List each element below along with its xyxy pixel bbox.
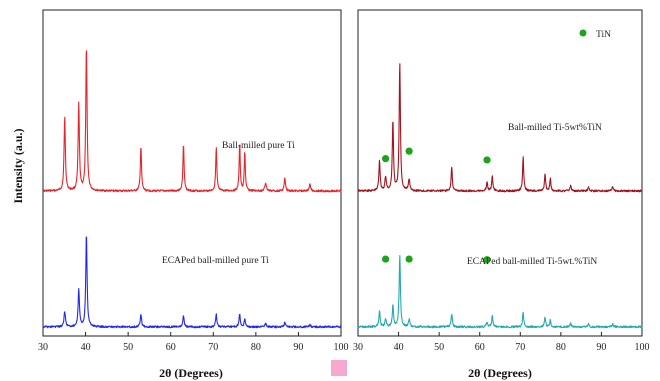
right-annotation-top: Ball-milled Ti-5wt%TiN [508, 123, 602, 133]
x-tick-label: 50 [434, 342, 444, 353]
tin-peak-marker [381, 255, 390, 263]
left-panel: 30 40 50 60 70 80 90 100 Ball-milled pure Ti EC… [38, 9, 349, 380]
x-tick-label: 40 [81, 342, 91, 353]
series-line-left-1 [42, 236, 342, 329]
tin-peak-marker [405, 255, 413, 263]
x-tick-label: 70 [208, 342, 218, 353]
y-axis-title: Intensity (a.u.) [11, 128, 25, 203]
x-tick-label: 30 [353, 342, 363, 353]
right-x-ticks: 30 40 50 60 70 80 90 100 [353, 332, 650, 353]
tin-peak-marker [405, 147, 413, 155]
series-line-right-0 [357, 63, 643, 193]
x-tick-label: 40 [394, 342, 404, 353]
series-line-left-0 [42, 50, 342, 193]
right-panel: 30 40 50 60 70 80 90 100 TiN Ball-milled Ti-5wt… [353, 9, 650, 380]
right-tin-markers [381, 147, 491, 264]
right-series-group [357, 63, 643, 329]
legend-tin-marker [579, 29, 587, 37]
tin-peak-marker [483, 156, 491, 164]
right-plot-frame [357, 9, 643, 337]
legend-tin-label: TiN [596, 30, 611, 40]
x-tick-label: 100 [334, 342, 349, 353]
left-plot-frame [42, 9, 342, 337]
tin-peak-marker [483, 256, 491, 264]
x-tick-label: 60 [475, 342, 485, 353]
x-tick-label: 100 [635, 342, 650, 353]
left-x-ticks: 30 40 50 60 70 80 90 100 [38, 332, 349, 353]
x-tick-label: 90 [596, 342, 606, 353]
series-line-right-1 [357, 254, 643, 329]
right-annotation-bottom: ECAPed ball-milled Ti-5wt.%TiN [467, 257, 597, 267]
left-annotation-bottom: ECAPed ball-milled pure Ti [162, 256, 269, 266]
tin-peak-marker [381, 155, 390, 163]
left-x-axis-title: 2θ (Degrees) [159, 366, 223, 380]
pink-marker [331, 360, 347, 376]
left-annotation-top: Ball-milled pure Ti [222, 141, 295, 151]
x-tick-label: 60 [166, 342, 176, 353]
x-tick-label: 70 [515, 342, 525, 353]
x-tick-label: 80 [251, 342, 261, 353]
x-tick-label: 30 [38, 342, 48, 353]
x-tick-label: 80 [556, 342, 566, 353]
x-tick-label: 50 [123, 342, 133, 353]
right-x-axis-title: 2θ (Degrees) [468, 366, 532, 380]
left-series-group [42, 50, 342, 329]
x-tick-label: 90 [293, 342, 303, 353]
